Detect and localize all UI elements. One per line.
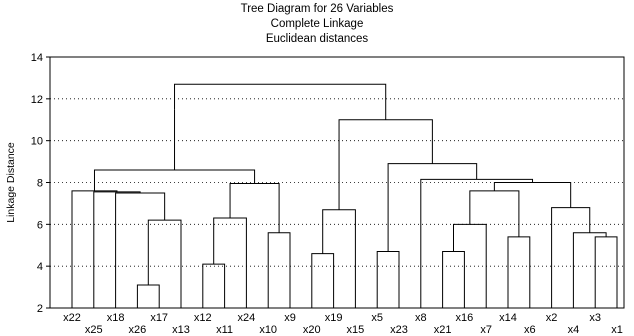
x-tick-label: x12: [194, 312, 212, 324]
dendrogram-link: [442, 251, 465, 308]
dendrogram-link: [551, 207, 591, 308]
y-tick-label: 10: [31, 136, 43, 148]
dendrogram-link: [387, 163, 478, 252]
x-tick-label: x22: [63, 312, 81, 324]
dendrogram-link: [493, 182, 572, 208]
plot-frame: [49, 56, 625, 309]
x-tick-label: x10: [259, 324, 277, 336]
dendrogram-link: [202, 263, 226, 308]
dendrogram-link: [376, 251, 400, 308]
dendrogram-link: [93, 169, 256, 191]
x-tick-label: x8: [415, 312, 427, 324]
x-tick-label: x21: [434, 324, 452, 336]
x-tick-label: x2: [546, 312, 558, 324]
y-tick-label: 14: [31, 52, 43, 64]
dendrogram-link: [147, 219, 182, 308]
y-tick-label: 6: [37, 219, 43, 231]
chart-subtitle-2: Euclidean distances: [265, 33, 369, 45]
chart-titles: Tree Diagram for 26 Variables Complete L…: [0, 2, 634, 47]
x-tick-label: x4: [568, 324, 580, 336]
dendrogram-links: [71, 83, 618, 308]
dendrogram-link: [93, 191, 141, 308]
x-tick-label: x17: [150, 312, 168, 324]
x-tick-label: x14: [499, 312, 517, 324]
chart-title: Tree Diagram for 26 Variables: [240, 3, 394, 15]
dendrogram-link: [115, 192, 166, 308]
x-tick-label: x23: [390, 324, 408, 336]
dendrogram-link: [594, 236, 618, 308]
y-tick-label: 12: [31, 94, 43, 106]
x-tick-label: x7: [480, 324, 492, 336]
y-axis: 2 4 6 8 10 12 14: [31, 52, 50, 315]
x-tick-label: x13: [172, 324, 190, 336]
x-tick-label: x3: [589, 312, 601, 324]
dendrogram-link: [229, 183, 280, 233]
y-tick-label: 2: [37, 303, 43, 315]
x-tick-label: x1: [611, 324, 623, 336]
dendrogram-link: [267, 232, 291, 308]
dendrogram-link: [507, 236, 531, 308]
x-tick-label: x20: [303, 324, 321, 336]
y-axis-label: Linkage Distance: [5, 142, 17, 223]
x-tick-label: x16: [456, 312, 474, 324]
dendrogram-link: [338, 119, 433, 210]
chart-subtitle-1: Complete Linkage: [270, 18, 364, 30]
y-tick-label: 4: [37, 261, 43, 273]
x-tick-label: x9: [284, 312, 296, 324]
x-tick-label: x25: [85, 324, 103, 336]
dendrogram-link: [572, 232, 607, 308]
x-tick-label: x24: [238, 312, 256, 324]
dendrogram-link: [311, 253, 335, 308]
x-tick-label: x19: [325, 312, 343, 324]
dendrogram-link: [420, 178, 534, 308]
dendrogram-link: [174, 83, 387, 120]
y-tick-label: 8: [37, 178, 43, 190]
x-tick-label: x5: [371, 312, 383, 324]
x-tick-label: x11: [216, 324, 233, 336]
dendrogram-link: [213, 217, 247, 308]
dendrogram-link: [71, 190, 118, 308]
dendrogram-link: [322, 209, 356, 308]
x-tick-label: x15: [347, 324, 365, 336]
dendrogram-link: [469, 190, 520, 237]
x-tick-label: x6: [524, 324, 536, 336]
x-tick-label: x26: [129, 324, 147, 336]
dendrogram-link: [136, 284, 160, 308]
x-tick-label: x18: [107, 312, 125, 324]
